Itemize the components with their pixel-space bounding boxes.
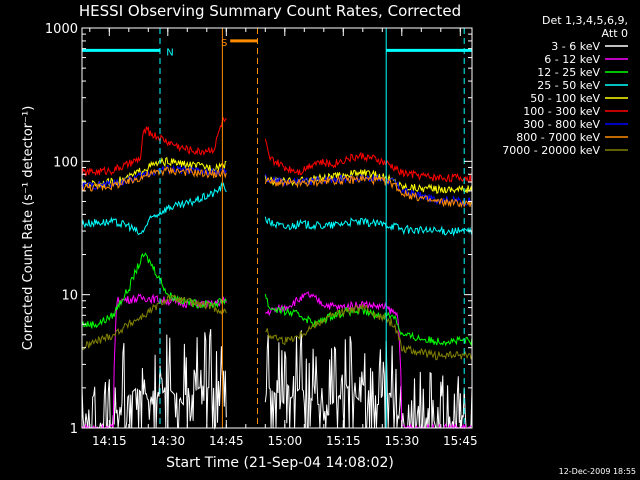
plot-area [81, 116, 473, 430]
series-line-4 [81, 181, 473, 237]
legend-label-3: 12 - 25 keV [537, 66, 600, 79]
axis-frame [81, 27, 473, 429]
legend-label-7: 300 - 800 keV [523, 118, 600, 131]
y-tick-label-4: 1000 [45, 22, 78, 37]
legend-header-line-2: Att 0 [602, 27, 628, 40]
legend-header-line-1: Det 1,3,4,5,6,9, [542, 14, 628, 27]
y-tick-label-3: 100 [53, 155, 78, 170]
axes: 14:15 14:30 14:45 15:00 15:15 15:30 15:45 1 10 10… [45, 22, 478, 448]
annotation-label-S: S [221, 38, 227, 49]
y-tick-label-1: 1 [70, 422, 78, 437]
series-line-9 [81, 294, 473, 361]
legend-label-6: 100 - 300 keV [523, 105, 600, 118]
annotation-label-N: N [166, 47, 173, 58]
x-tick-label-5: 15:15 [326, 434, 361, 448]
annotations: NS [82, 28, 472, 428]
legend-label-8: 800 - 7000 keV [516, 131, 600, 144]
y-axis-label: Corrected Count Rate (s⁻¹ detector⁻¹) [21, 106, 36, 351]
series-line-8 [81, 166, 473, 209]
x-tick-label-3: 14:45 [209, 434, 244, 448]
legend-label-9: 7000 - 20000 keV [502, 144, 600, 157]
legend-label-4: 25 - 50 keV [537, 79, 600, 92]
series-line-6 [81, 116, 473, 184]
x-tick-label-4: 15:00 [268, 434, 303, 448]
x-axis-label: Start Time (21-Sep-04 14:08:02) [166, 455, 394, 471]
chart-title: HESSI Observing Summary Count Rates, Cor… [79, 2, 461, 20]
x-tick-label-7: 15:45 [443, 434, 478, 448]
x-tick-label-1: 14:15 [92, 434, 127, 448]
x-tick-label-6: 15:30 [385, 434, 420, 448]
series-line-3 [81, 252, 473, 347]
x-tick-label-2: 14:30 [151, 434, 186, 448]
y-tick-label-2: 10 [61, 289, 78, 304]
footer-timestamp: 12-Dec-2009 18:55 [559, 467, 636, 476]
legend-label-2: 6 - 12 keV [544, 53, 600, 66]
legend-label-1: 3 - 6 keV [551, 40, 600, 53]
legend-label-5: 50 - 100 keV [530, 92, 600, 105]
